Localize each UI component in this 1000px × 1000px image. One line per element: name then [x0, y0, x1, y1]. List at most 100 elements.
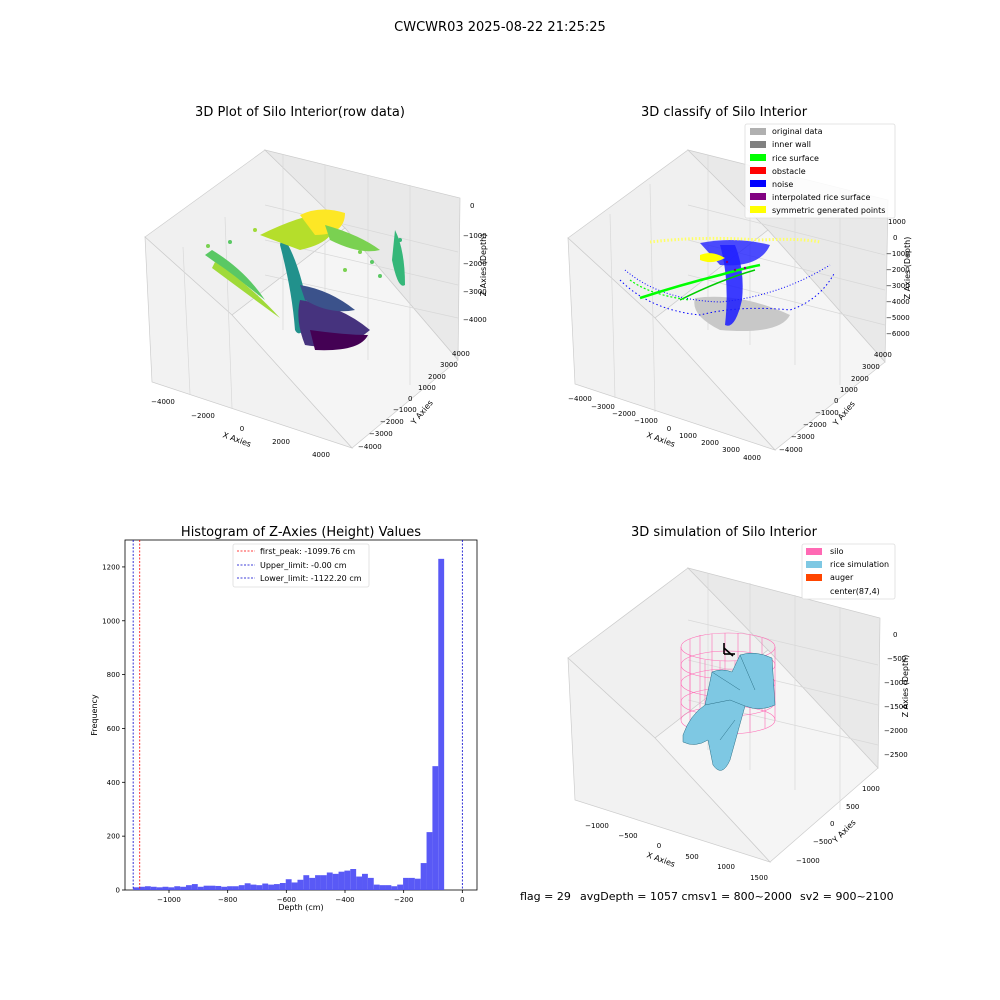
histogram-xtick-label: −400 [335, 896, 354, 904]
histogram-bar [197, 886, 204, 890]
legend-swatch-noise [750, 180, 766, 187]
ztick-simulation: −2000 [884, 727, 908, 735]
histogram-yticks: 0 200 400 600 800 1000 1200 [102, 563, 125, 895]
ztick-raw: −1000 [463, 232, 487, 240]
legend-label: rice surface [772, 154, 819, 163]
histogram-ytick-label: 400 [107, 779, 120, 787]
histogram-bar [403, 877, 409, 890]
ytick-classify: 0 [834, 397, 838, 405]
histogram-bar [303, 875, 310, 890]
histogram-bar [320, 875, 327, 890]
legend-swatch-rice-simulation [806, 561, 822, 568]
ytick-simulation: 1000 [862, 785, 880, 793]
histogram-bar [279, 883, 286, 890]
ytick-raw: −1000 [393, 406, 417, 414]
xtick-simulation: −500 [618, 832, 637, 840]
legend-label: original data [772, 127, 823, 136]
ytick-simulation: 500 [846, 803, 859, 811]
xtick-simulation: −1000 [585, 822, 609, 830]
histogram-bars [133, 558, 445, 890]
legend-label: interpolated rice surface [772, 193, 870, 202]
histogram-bar [168, 887, 175, 890]
footer-avg-depth: avgDepth = 1057 cmsv1 = 800~2000 [580, 890, 792, 903]
ztick-classify: −1000 [886, 250, 910, 258]
axis-ticks-raw: −4000 −2000 0 2000 4000 4000 3000 2000 1… [151, 202, 487, 459]
ytick-simulation: 0 [830, 820, 834, 828]
histogram-bar [291, 882, 298, 890]
xlabel-histogram: Depth (cm) [278, 903, 323, 912]
points-raw [205, 209, 405, 351]
xtick-raw: −2000 [191, 412, 215, 420]
histogram-bar [133, 887, 140, 890]
histogram-plot-area [124, 539, 478, 891]
legend-classify: original data inner wall rice surface ob… [744, 123, 896, 219]
xlabel-simulation: X Axies [645, 850, 676, 869]
ytick-classify: −4000 [779, 446, 803, 454]
legend-label: inner wall [772, 140, 811, 149]
histogram-bar [356, 876, 363, 890]
histogram-bar [391, 886, 398, 890]
histogram-bar [426, 832, 433, 890]
histogram-bar [215, 885, 222, 890]
xlabel-raw: X Axies [221, 430, 252, 449]
histogram-bar [209, 885, 216, 890]
xtick-classify: −2000 [612, 410, 636, 418]
footer-status: flag = 29 avgDepth = 1057 cmsv1 = 800~20… [520, 890, 894, 903]
ztick-classify: −5000 [886, 314, 910, 322]
histogram-bar [326, 872, 333, 890]
ytick-raw: 1000 [418, 384, 436, 392]
rice-simulation-surface [682, 652, 776, 771]
xtick-classify: 1000 [679, 432, 697, 440]
histogram-ytick-label: 0 [116, 887, 120, 895]
ytick-raw: −4000 [358, 443, 382, 451]
histogram-bar [438, 558, 445, 890]
ytick-simulation: −500 [813, 838, 832, 846]
chart-title-simulation: 3D simulation of Silo Interior [631, 525, 818, 540]
histogram-xtick-label: 0 [460, 896, 464, 904]
histogram-ytick-label: 1200 [102, 563, 120, 571]
ytick-raw: −2000 [380, 418, 404, 426]
histogram-bar [227, 886, 233, 890]
histogram-bar [350, 869, 357, 890]
chart-title-raw: 3D Plot of Silo Interior(row data) [195, 105, 405, 120]
histogram-bar [262, 883, 269, 890]
ztick-raw: −2000 [463, 260, 487, 268]
histogram-bar [414, 878, 421, 890]
legend-swatch-rice-surface [750, 154, 766, 161]
ztick-simulation: −1500 [884, 703, 908, 711]
xtick-simulation: 0 [657, 842, 661, 850]
histogram-bar [309, 877, 316, 890]
legend-swatch-auger [806, 574, 822, 581]
histogram-xtick-label: −1000 [157, 896, 181, 904]
legend-swatch-obstacle [750, 167, 766, 174]
histogram-bar [432, 766, 439, 890]
figure-suptitle: CWCWR03 2025-08-22 21:25:25 [394, 20, 606, 35]
histogram-bar [232, 886, 239, 890]
ytick-classify: 1000 [840, 386, 858, 394]
xtick-classify: 4000 [743, 454, 761, 462]
xtick-classify: −4000 [568, 395, 592, 403]
legend-swatch-original [750, 128, 766, 135]
legend-label: symmetric generated points [772, 206, 885, 215]
xtick-raw: 2000 [272, 438, 290, 446]
legend-label: center(87,4) [830, 587, 880, 596]
chart-title-classify: 3D classify of Silo Interior [641, 105, 808, 120]
legend-label: auger [830, 573, 854, 582]
histogram-bar [315, 875, 321, 890]
points-classify [619, 236, 836, 331]
ytick-raw: 2000 [428, 373, 446, 381]
xtick-classify: 3000 [722, 446, 740, 454]
zlabel-simulation: Z Axies (Depth) [901, 655, 910, 718]
ztick-classify: −3000 [886, 282, 910, 290]
legend-swatch-interpolated [750, 193, 766, 200]
histogram-ytick-label: 1000 [102, 617, 120, 625]
histogram-bar [191, 884, 198, 890]
ytick-classify: −2000 [803, 421, 827, 429]
histogram-xtick-label: −200 [394, 896, 413, 904]
legend-swatch-inner-wall [750, 141, 766, 148]
histogram-bar [268, 884, 275, 890]
zlabel-classify: Z Axies (Depth) [903, 237, 912, 300]
ytick-raw: 3000 [440, 361, 458, 369]
ytick-raw: 0 [408, 395, 412, 403]
